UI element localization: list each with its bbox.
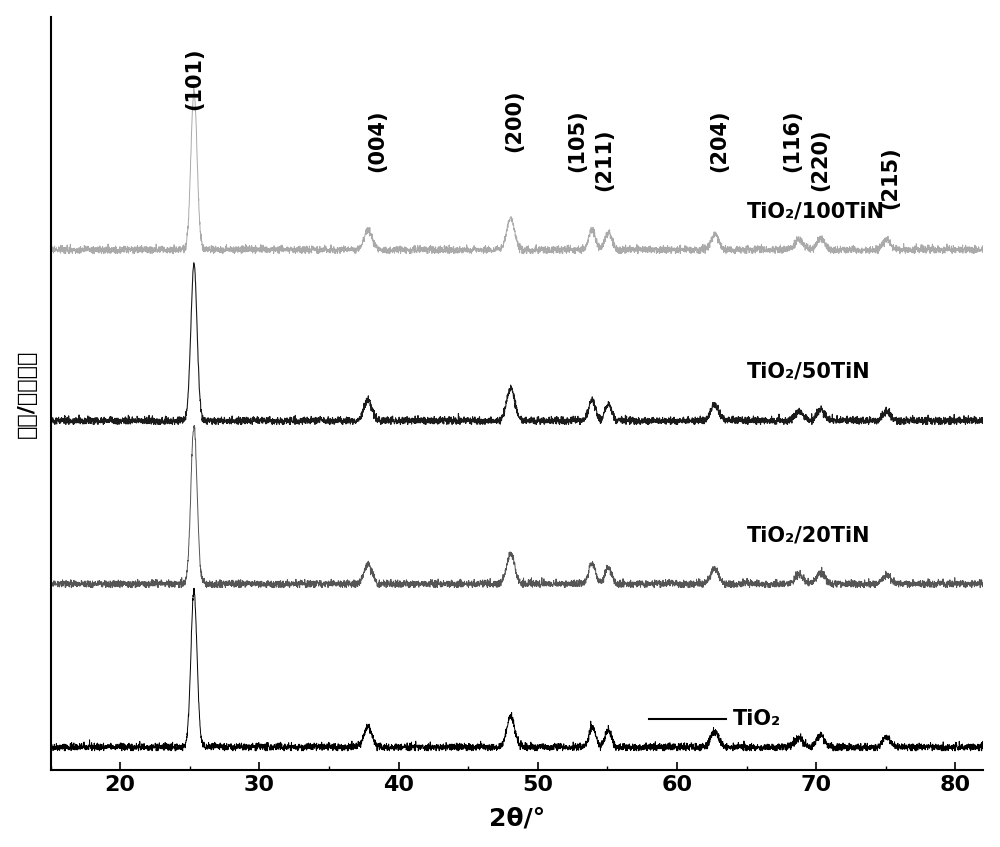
Text: TiO₂/20TiN: TiO₂/20TiN	[747, 525, 870, 545]
Text: (105): (105)	[567, 109, 587, 172]
Text: (101): (101)	[184, 47, 204, 110]
Text: (211): (211)	[595, 128, 615, 191]
Text: (116): (116)	[783, 109, 803, 172]
Text: (215): (215)	[880, 147, 900, 209]
Text: TiO₂: TiO₂	[733, 709, 781, 729]
Text: (204): (204)	[709, 109, 729, 172]
Text: TiO₂/100TiN: TiO₂/100TiN	[747, 202, 885, 222]
Text: (220): (220)	[810, 128, 830, 191]
Text: (200): (200)	[504, 90, 524, 152]
Y-axis label: 强度/任意单位: 强度/任意单位	[17, 349, 37, 438]
Text: (004): (004)	[368, 109, 388, 172]
X-axis label: 2θ/°: 2θ/°	[489, 806, 545, 830]
Text: TiO₂/50TiN: TiO₂/50TiN	[747, 362, 870, 382]
